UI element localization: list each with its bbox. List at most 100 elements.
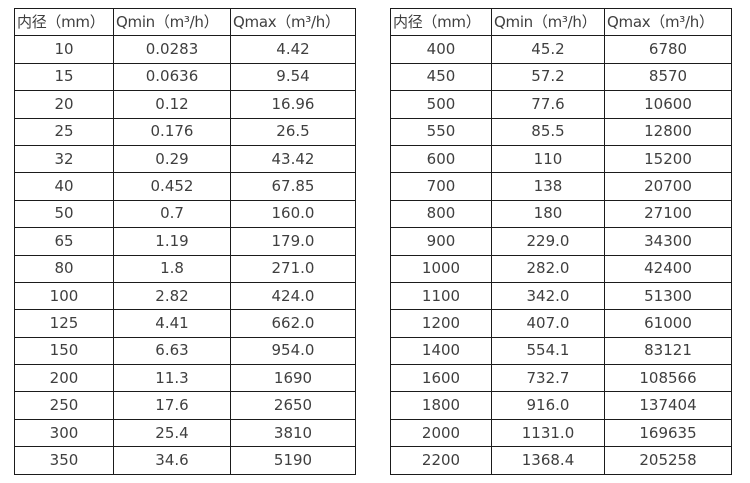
table-cell: 732.7	[491, 364, 605, 393]
table-row: 65 1.19 179.0	[14, 227, 356, 256]
header-row: 内径（mm） Qmin（m³/h） Qmax（m³/h）	[390, 7, 732, 37]
table-row: 400 45.2 6780	[390, 35, 732, 64]
table-cell: 450	[390, 62, 492, 92]
table-cell: 43.42	[230, 144, 356, 174]
table-cell: 1131.0	[491, 418, 605, 448]
table-row: 1100 342.0 51300	[390, 281, 732, 311]
table-row: 250 17.6 2650	[14, 391, 356, 420]
table-cell: 916.0	[491, 391, 605, 420]
table-row: 25 0.176 26.5	[14, 117, 356, 146]
column-header: Qmin（m³/h）	[491, 7, 605, 37]
table-row: 2000 1131.0 169635	[390, 418, 732, 448]
table-row: 700 138 20700	[390, 172, 732, 201]
table-row: 350 34.6 5190	[14, 446, 356, 475]
table-row: 2200 1368.4 205258	[390, 446, 732, 475]
table-cell: 0.0636	[113, 62, 231, 92]
table-cell: 300	[14, 418, 114, 448]
table-cell: 67.85	[230, 172, 356, 201]
table-cell: 2200	[390, 446, 492, 475]
table-cell: 0.0283	[113, 35, 231, 64]
table-cell: 9.54	[230, 62, 356, 92]
table-cell: 27100	[604, 199, 732, 229]
table-row: 500 77.6 10600	[390, 90, 732, 119]
table-cell: 160.0	[230, 199, 356, 229]
table-cell: 40	[14, 172, 114, 201]
table-cell: 15	[14, 62, 114, 92]
table-cell: 20700	[604, 172, 732, 201]
table-row: 150 6.63 954.0	[14, 336, 356, 366]
table-cell: 17.6	[113, 391, 231, 420]
table-row: 1000 282.0 42400	[390, 254, 732, 283]
table-row: 125 4.41 662.0	[14, 309, 356, 338]
table-cell: 1600	[390, 364, 492, 393]
table-cell: 1200	[390, 309, 492, 338]
table-cell: 1100	[390, 281, 492, 311]
table-cell: 0.7	[113, 199, 231, 229]
table-cell: 6.63	[113, 336, 231, 366]
table-cell: 1.8	[113, 254, 231, 283]
table-cell: 57.2	[491, 62, 605, 92]
table-cell: 61000	[604, 309, 732, 338]
table-cell: 3810	[230, 418, 356, 448]
table-row: 10 0.0283 4.42	[14, 35, 356, 64]
table-cell: 424.0	[230, 281, 356, 311]
column-header: Qmin（m³/h）	[113, 7, 231, 37]
table-cell: 0.12	[113, 90, 231, 119]
table-cell: 200	[14, 364, 114, 393]
table-cell: 137404	[604, 391, 732, 420]
column-header: 内径（mm）	[390, 7, 492, 37]
table-cell: 229.0	[491, 227, 605, 256]
column-header: Qmax（m³/h）	[230, 7, 356, 37]
table-cell: 150	[14, 336, 114, 366]
table-cell: 0.29	[113, 144, 231, 174]
table-cell: 42400	[604, 254, 732, 283]
table-row: 600 110 15200	[390, 144, 732, 174]
table-cell: 100	[14, 281, 114, 311]
table-cell: 1.19	[113, 227, 231, 256]
table-cell: 50	[14, 199, 114, 229]
table-cell: 65	[14, 227, 114, 256]
table-cell: 500	[390, 90, 492, 119]
table-cell: 900	[390, 227, 492, 256]
table-cell: 25.4	[113, 418, 231, 448]
table-cell: 138	[491, 172, 605, 201]
table-cell: 4.42	[230, 35, 356, 64]
flow-spec-table-right: 内径（mm） Qmin（m³/h） Qmax（m³/h） 400 45.2 6780 450…	[390, 7, 732, 475]
table-cell: 20	[14, 90, 114, 119]
table-cell: 2000	[390, 418, 492, 448]
table-cell: 600	[390, 144, 492, 174]
table-cell: 16.96	[230, 90, 356, 119]
table-row: 900 229.0 34300	[390, 227, 732, 256]
table-cell: 0.452	[113, 172, 231, 201]
table-cell: 554.1	[491, 336, 605, 366]
table-cell: 350	[14, 446, 114, 475]
table-cell: 954.0	[230, 336, 356, 366]
table-cell: 80	[14, 254, 114, 283]
table-cell: 34300	[604, 227, 732, 256]
flow-spec-table-left: 内径（mm） Qmin（m³/h） Qmax（m³/h） 10 0.0283 4.42 15…	[14, 7, 356, 475]
table-cell: 8570	[604, 62, 732, 92]
table-cell: 45.2	[491, 35, 605, 64]
table-cell: 77.6	[491, 90, 605, 119]
table-row: 20 0.12 16.96	[14, 90, 356, 119]
table-cell: 4.41	[113, 309, 231, 338]
table-cell: 169635	[604, 418, 732, 448]
table-row: 450 57.2 8570	[390, 62, 732, 92]
table-cell: 700	[390, 172, 492, 201]
table-cell: 26.5	[230, 117, 356, 146]
table-row: 100 2.82 424.0	[14, 281, 356, 311]
table-cell: 271.0	[230, 254, 356, 283]
table-cell: 550	[390, 117, 492, 146]
column-header: 内径（mm）	[14, 7, 114, 37]
table-cell: 342.0	[491, 281, 605, 311]
table-cell: 179.0	[230, 227, 356, 256]
table-cell: 12800	[604, 117, 732, 146]
table-cell: 51300	[604, 281, 732, 311]
table-row: 300 25.4 3810	[14, 418, 356, 448]
table-cell: 11.3	[113, 364, 231, 393]
table-cell: 2650	[230, 391, 356, 420]
table-cell: 125	[14, 309, 114, 338]
table-cell: 1000	[390, 254, 492, 283]
table-row: 15 0.0636 9.54	[14, 62, 356, 92]
